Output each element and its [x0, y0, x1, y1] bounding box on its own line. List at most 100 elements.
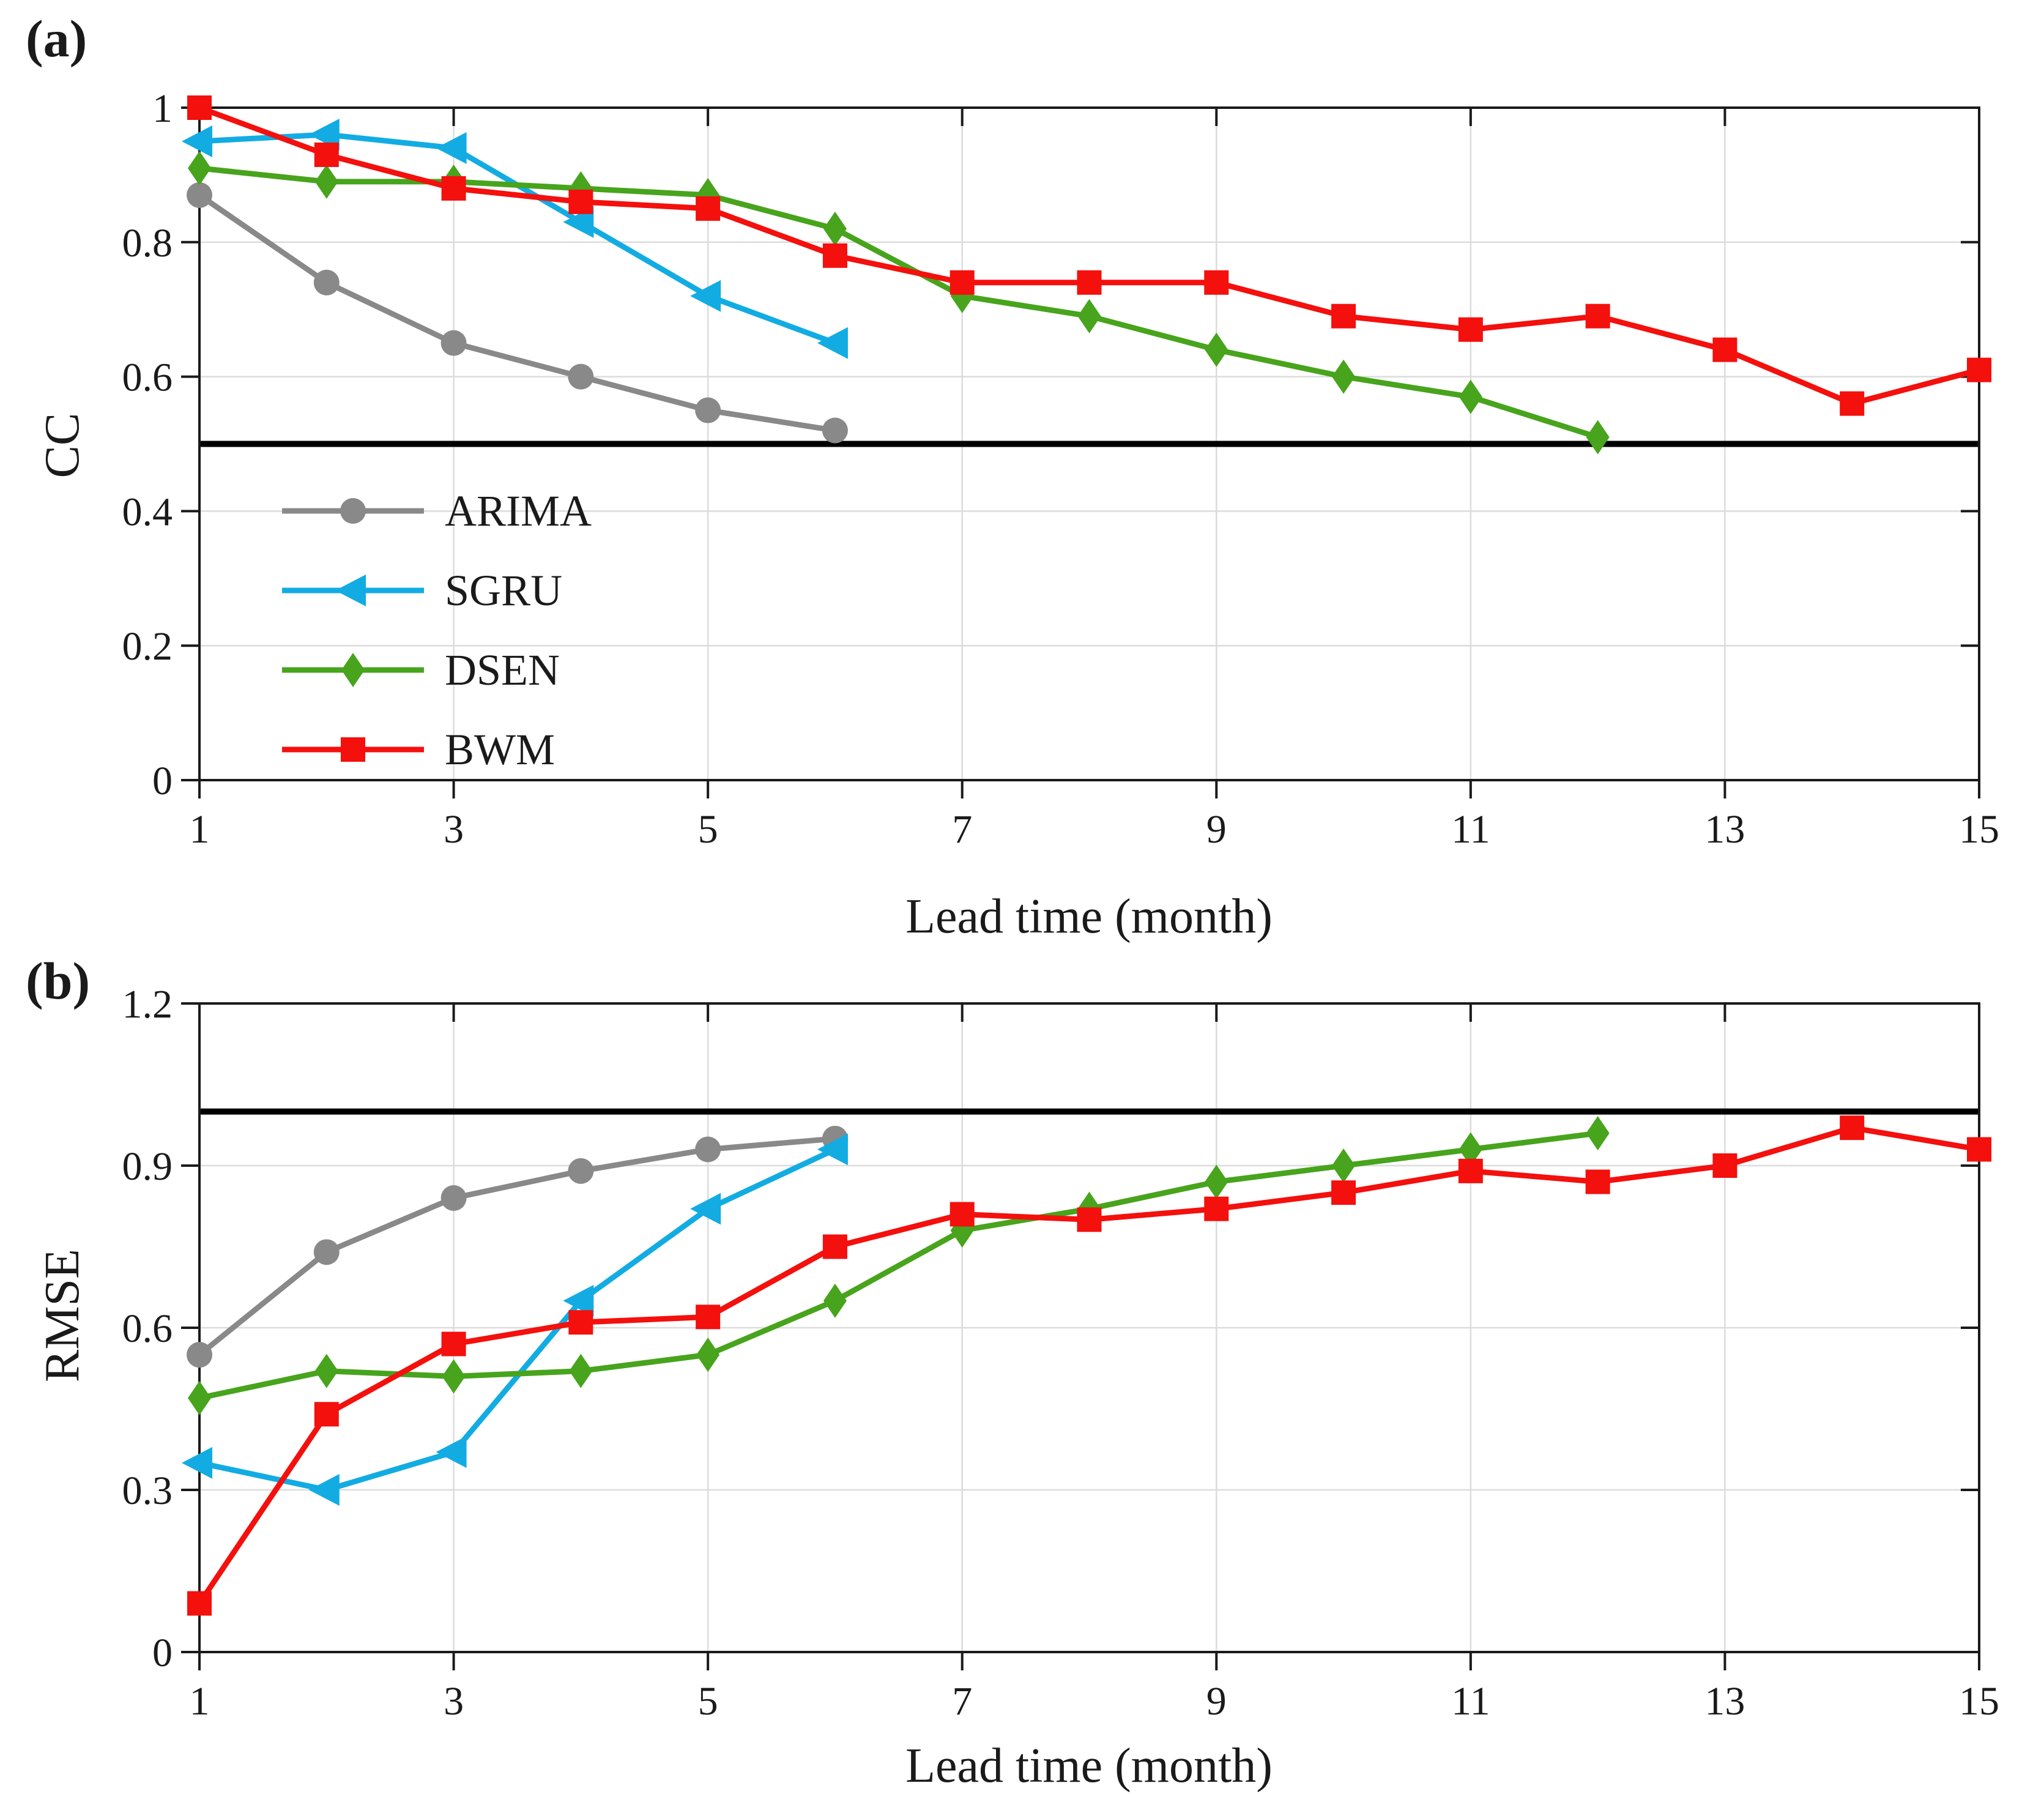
- series-arima-marker: [440, 1185, 467, 1211]
- series-bwm-marker: [1331, 303, 1356, 329]
- series-sgru-marker: [436, 1436, 467, 1468]
- y-tick-label: 1: [152, 86, 173, 131]
- series-dsen-marker: [823, 211, 847, 246]
- panel-b-ylabel: RMSE: [35, 1249, 89, 1382]
- x-tick-label: 13: [1704, 1679, 1745, 1724]
- series-dsen-marker: [188, 1380, 211, 1415]
- x-tick-label: 9: [1206, 1679, 1227, 1724]
- x-tick-label: 1: [190, 1679, 210, 1724]
- series-bwm-marker: [696, 1305, 721, 1330]
- series-arima-marker: [695, 397, 721, 423]
- series-dsen-marker: [823, 1283, 847, 1318]
- series-arima-marker: [313, 1239, 340, 1265]
- series-bwm-marker: [1840, 391, 1865, 416]
- series-arima-marker: [568, 1158, 594, 1184]
- x-tick-label: 3: [444, 807, 464, 852]
- series-bwm-marker: [950, 270, 975, 295]
- series-arima-marker: [822, 417, 848, 444]
- series-arima-marker: [440, 330, 467, 356]
- series-bwm-marker: [1840, 1115, 1865, 1141]
- series-line-sgru: [196, 1147, 838, 1493]
- series-bwm-marker: [1967, 1137, 1991, 1162]
- series-dsen-marker: [1586, 420, 1610, 455]
- x-tick-label: 15: [1959, 807, 1999, 852]
- series-sgru-marker: [308, 1474, 340, 1506]
- legend-sample-dsen-marker: [341, 653, 365, 687]
- series-dsen-marker: [1205, 1164, 1228, 1199]
- series-bwm-marker: [314, 1402, 339, 1427]
- series-line-arima: [196, 1136, 838, 1358]
- y-tick-label: 0: [152, 759, 173, 803]
- series-bwm-marker: [314, 142, 339, 167]
- y-tick-label: 0.3: [122, 1468, 173, 1513]
- series-arima-marker: [568, 363, 594, 390]
- series-arima-marker: [313, 269, 340, 296]
- series-sgru-marker: [182, 1446, 212, 1479]
- y-tick-label: 0.9: [122, 1144, 173, 1189]
- series-dsen-marker: [569, 1353, 593, 1388]
- series-bwm-marker: [1458, 317, 1483, 342]
- x-tick-label: 7: [952, 1679, 972, 1724]
- series-bwm-marker: [950, 1202, 975, 1227]
- panel-a-ylabel: CC: [35, 412, 89, 478]
- series-bwm-marker: [441, 176, 466, 201]
- series-sgru-marker: [182, 125, 212, 157]
- legend-label-sgru: SGRU: [445, 566, 563, 615]
- series-bwm-marker: [1585, 1169, 1610, 1194]
- series-dsen-marker: [1459, 1132, 1482, 1167]
- series-dsen-marker: [1586, 1116, 1610, 1150]
- series-bwm-marker: [1712, 1153, 1737, 1178]
- series-arima-marker: [187, 1342, 212, 1368]
- legend-label-arima: ARIMA: [445, 486, 592, 535]
- series-dsen-marker: [1332, 359, 1356, 394]
- series-dsen-marker: [314, 164, 338, 199]
- x-tick-label: 7: [952, 807, 972, 852]
- y-tick-label: 1.2: [122, 982, 173, 1027]
- series-bwm-marker: [1331, 1180, 1356, 1205]
- legend-sample-bwm-marker: [341, 737, 365, 762]
- legend-sample-sgru-marker: [335, 575, 366, 606]
- series-dsen-marker: [1205, 332, 1228, 367]
- panel-b-xlabel: Lead time (month): [905, 1739, 1273, 1793]
- series-dsen-marker: [1459, 379, 1482, 414]
- series-sgru-marker: [690, 1193, 721, 1225]
- x-tick-label: 5: [698, 1679, 718, 1724]
- series-dsen-marker: [314, 1353, 338, 1388]
- series-line-arima: [196, 192, 838, 434]
- series-sgru-marker: [690, 280, 721, 312]
- x-tick-label: 11: [1451, 1679, 1490, 1724]
- series-bwm-marker: [822, 243, 847, 268]
- legend-sample-arima-marker: [340, 498, 366, 524]
- series-bwm-marker: [1967, 357, 1991, 382]
- series-bwm-marker: [1077, 1207, 1102, 1232]
- y-tick-label: 0.8: [122, 221, 173, 266]
- series-bwm-marker: [187, 95, 212, 120]
- series-bwm-marker: [696, 196, 721, 221]
- x-tick-label: 9: [1206, 807, 1227, 852]
- y-tick-label: 0.2: [122, 624, 173, 669]
- series-bwm-marker: [187, 1591, 212, 1616]
- series-dsen-marker: [442, 1359, 466, 1394]
- series-bwm-marker: [1712, 337, 1737, 362]
- series-dsen-marker: [1077, 299, 1101, 333]
- x-tick-label: 3: [444, 1679, 464, 1724]
- panel-a-tag: (a): [26, 9, 87, 68]
- series-bwm-marker: [1204, 1196, 1229, 1221]
- series-line-dsen: [196, 1130, 1601, 1401]
- series-bwm-marker: [1077, 270, 1102, 295]
- series-dsen-marker: [696, 1338, 720, 1372]
- series-bwm-marker: [1204, 270, 1229, 295]
- series-sgru-marker: [563, 1284, 594, 1317]
- series-bwm-marker: [822, 1234, 847, 1259]
- series-bwm-marker: [568, 189, 593, 214]
- series-bwm-marker: [1585, 303, 1610, 329]
- panel-b-tag: (b): [26, 951, 91, 1010]
- x-tick-label: 13: [1704, 807, 1745, 852]
- y-tick-label: 0.6: [122, 1306, 173, 1351]
- y-tick-label: 0.4: [122, 489, 173, 534]
- x-tick-label: 1: [190, 807, 210, 852]
- panel-a-xlabel: Lead time (month): [905, 890, 1273, 944]
